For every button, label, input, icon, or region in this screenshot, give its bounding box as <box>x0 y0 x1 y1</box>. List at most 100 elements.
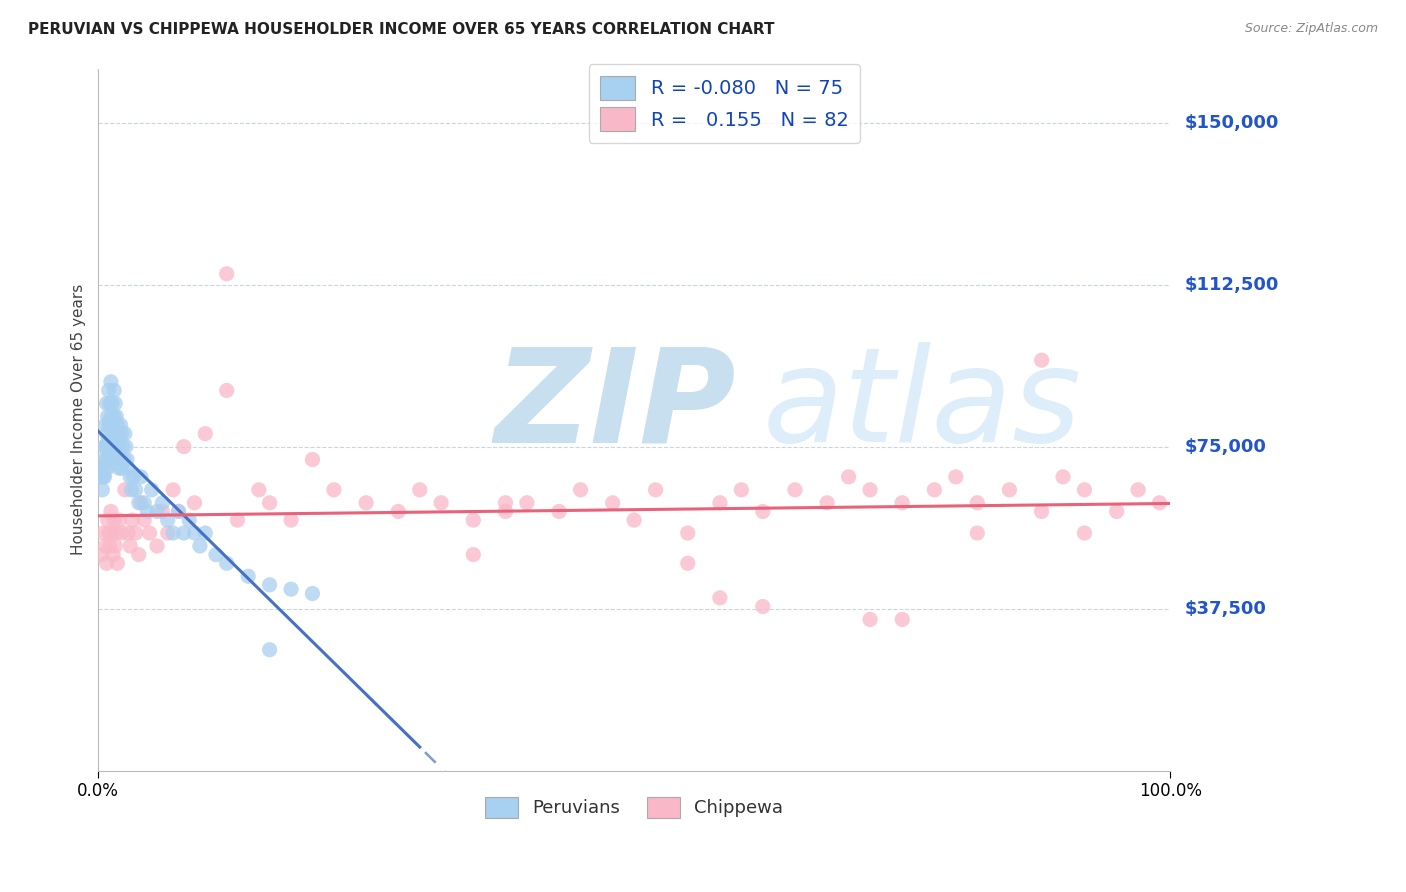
Point <box>226 513 249 527</box>
Point <box>1052 470 1074 484</box>
Point <box>93 526 115 541</box>
Point <box>91 483 114 497</box>
Point <box>1031 504 1053 518</box>
Point <box>90 470 112 484</box>
Point <box>97 461 120 475</box>
Point <box>354 496 377 510</box>
Point <box>97 526 120 541</box>
Point <box>105 440 128 454</box>
Text: atlas: atlas <box>763 342 1081 469</box>
Point <box>97 452 120 467</box>
Point <box>105 526 128 541</box>
Point <box>859 483 882 497</box>
Y-axis label: Householder Income Over 65 years: Householder Income Over 65 years <box>72 284 86 555</box>
Point <box>194 526 217 541</box>
Point <box>709 496 731 510</box>
Point <box>156 513 179 527</box>
Point <box>96 426 118 441</box>
Point <box>280 513 302 527</box>
Point <box>1105 504 1128 518</box>
Point <box>259 496 281 510</box>
Text: $150,000: $150,000 <box>1184 113 1278 131</box>
Point <box>111 426 134 441</box>
Point <box>215 267 238 281</box>
Point <box>96 452 118 467</box>
Point <box>194 426 217 441</box>
Point <box>1149 496 1171 510</box>
Text: Source: ZipAtlas.com: Source: ZipAtlas.com <box>1244 22 1378 36</box>
Point <box>90 548 112 562</box>
Point <box>112 452 135 467</box>
Point <box>111 526 134 541</box>
Point <box>100 375 122 389</box>
Point <box>104 396 127 410</box>
Point <box>183 496 205 510</box>
Point <box>100 504 122 518</box>
Point <box>146 504 169 518</box>
Point <box>1073 483 1095 497</box>
Text: $37,500: $37,500 <box>1184 599 1265 617</box>
Point <box>602 496 624 510</box>
Point <box>644 483 666 497</box>
Point <box>709 591 731 605</box>
Point <box>101 452 124 467</box>
Point <box>108 513 131 527</box>
Text: $75,000: $75,000 <box>1184 438 1265 456</box>
Point <box>430 496 453 510</box>
Point <box>752 504 775 518</box>
Point <box>134 496 156 510</box>
Point <box>167 504 190 518</box>
Point <box>569 483 592 497</box>
Point <box>101 548 124 562</box>
Point <box>98 539 121 553</box>
Point <box>998 483 1021 497</box>
Point <box>103 409 125 424</box>
Point <box>104 426 127 441</box>
Point <box>98 435 121 450</box>
Point <box>548 504 571 518</box>
Point <box>150 496 173 510</box>
Point <box>129 470 152 484</box>
Point <box>104 539 127 553</box>
Point <box>162 526 184 541</box>
Point <box>173 526 195 541</box>
Point <box>141 483 163 497</box>
Point <box>97 409 120 424</box>
Point <box>105 417 128 432</box>
Point <box>101 426 124 441</box>
Point <box>924 483 946 497</box>
Point <box>96 396 118 410</box>
Point <box>117 526 139 541</box>
Point <box>100 440 122 454</box>
Point <box>891 612 914 626</box>
Point <box>179 513 201 527</box>
Point <box>105 556 128 570</box>
Point <box>146 539 169 553</box>
Point <box>105 448 128 462</box>
Point <box>124 483 146 497</box>
Point <box>188 539 211 553</box>
Point <box>111 440 134 454</box>
Point <box>215 384 238 398</box>
Point <box>111 461 134 475</box>
Legend: Peruvians, Chippewa: Peruvians, Chippewa <box>478 789 790 825</box>
Point <box>94 440 117 454</box>
Point <box>301 452 323 467</box>
Point <box>93 452 115 467</box>
Point <box>623 513 645 527</box>
Point <box>108 461 131 475</box>
Point <box>94 461 117 475</box>
Point <box>122 470 145 484</box>
Point <box>945 470 967 484</box>
Point <box>783 483 806 497</box>
Point <box>107 426 129 441</box>
Point <box>676 556 699 570</box>
Point <box>94 539 117 553</box>
Point <box>120 470 142 484</box>
Point <box>215 556 238 570</box>
Point <box>120 539 142 553</box>
Point <box>516 496 538 510</box>
Text: ZIP: ZIP <box>495 342 737 469</box>
Point <box>859 612 882 626</box>
Point <box>730 483 752 497</box>
